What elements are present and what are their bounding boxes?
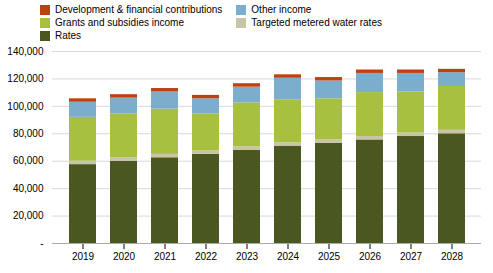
html-text:Other income: Other income xyxy=(251,4,312,15)
html-text:Development & financial contri: Development & financial contributions xyxy=(55,4,223,15)
svg-text:120,000: 120,000 xyxy=(7,73,44,84)
svg-text:2023: 2023 xyxy=(236,251,259,262)
svg-text:2021: 2021 xyxy=(154,251,177,262)
svg-text:60,000: 60,000 xyxy=(13,155,44,166)
svg-text:2025: 2025 xyxy=(318,251,341,262)
svg-text:40,000: 40,000 xyxy=(13,183,44,194)
svg-text:2024: 2024 xyxy=(277,251,300,262)
svg-text:2026: 2026 xyxy=(359,251,382,262)
svg-text:2019: 2019 xyxy=(72,251,95,262)
svg-text:140,000: 140,000 xyxy=(7,46,44,57)
svg-text:2027: 2027 xyxy=(400,251,423,262)
svg-text:2028: 2028 xyxy=(441,251,464,262)
svg-text:2020: 2020 xyxy=(113,251,136,262)
svg-text:2022: 2022 xyxy=(195,251,218,262)
svg-text:20,000: 20,000 xyxy=(13,210,44,221)
svg-text:100,000: 100,000 xyxy=(7,101,44,112)
html-text:Targeted metered water rates: Targeted metered water rates xyxy=(251,17,382,28)
svg-text:80,000: 80,000 xyxy=(13,128,44,139)
html-text:Grants and subsidies income: Grants and subsidies income xyxy=(55,17,184,28)
svg-text:-: - xyxy=(40,238,43,249)
html-text:Rates: Rates xyxy=(55,30,82,41)
